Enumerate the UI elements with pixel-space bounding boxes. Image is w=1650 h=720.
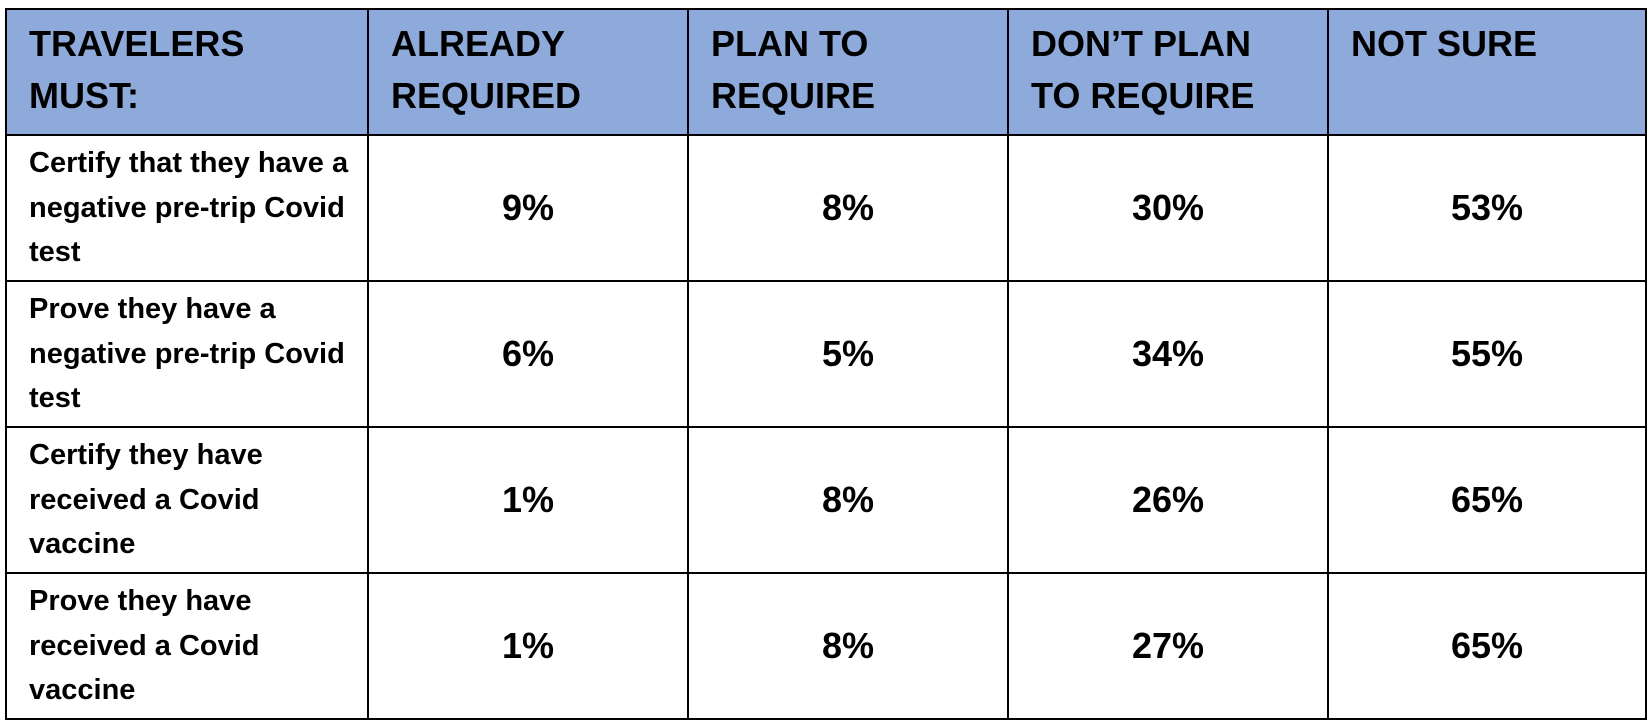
percent-cell: 6% xyxy=(367,280,689,428)
percent-cell: 65% xyxy=(1327,572,1647,720)
table-row: Certify they have received a Covid vacci… xyxy=(5,426,1647,574)
row-label: Certify that they have a negative pre-tr… xyxy=(5,134,369,282)
row-label: Prove they have a negative pre-trip Covi… xyxy=(5,280,369,428)
table-body: Certify that they have a negative pre-tr… xyxy=(5,134,1647,720)
percent-cell: 26% xyxy=(1007,426,1329,574)
row-label: Prove they have received a Covid vaccine xyxy=(5,572,369,720)
percent-cell: 8% xyxy=(687,134,1009,282)
table-row: Prove they have received a Covid vaccine… xyxy=(5,572,1647,720)
percent-cell: 1% xyxy=(367,572,689,720)
percent-cell: 1% xyxy=(367,426,689,574)
percent-cell: 8% xyxy=(687,426,1009,574)
percent-cell: 9% xyxy=(367,134,689,282)
percent-cell: 34% xyxy=(1007,280,1329,428)
table-row: Certify that they have a negative pre-tr… xyxy=(5,134,1647,282)
percent-cell: 53% xyxy=(1327,134,1647,282)
percent-cell: 5% xyxy=(687,280,1009,428)
header-cell: NOT SURE xyxy=(1327,8,1647,136)
table-row: Prove they have a negative pre-trip Covi… xyxy=(5,280,1647,428)
row-label: Certify they have received a Covid vacci… xyxy=(5,426,369,574)
percent-cell: 8% xyxy=(687,572,1009,720)
percent-cell: 55% xyxy=(1327,280,1647,428)
header-cell: TRAVELERS MUST: xyxy=(5,8,369,136)
percent-cell: 65% xyxy=(1327,426,1647,574)
header-cell: ALREADY REQUIRED xyxy=(367,8,689,136)
percent-cell: 30% xyxy=(1007,134,1329,282)
table-header: TRAVELERS MUST: ALREADY REQUIRED PLAN TO R… xyxy=(5,8,1647,136)
header-cell: PLAN TO REQUIRE xyxy=(687,8,1009,136)
header-row: TRAVELERS MUST: ALREADY REQUIRED PLAN TO R… xyxy=(5,8,1647,136)
header-cell: DON’T PLAN TO REQUIRE xyxy=(1007,8,1329,136)
survey-table: TRAVELERS MUST: ALREADY REQUIRED PLAN TO R… xyxy=(5,8,1647,720)
percent-cell: 27% xyxy=(1007,572,1329,720)
